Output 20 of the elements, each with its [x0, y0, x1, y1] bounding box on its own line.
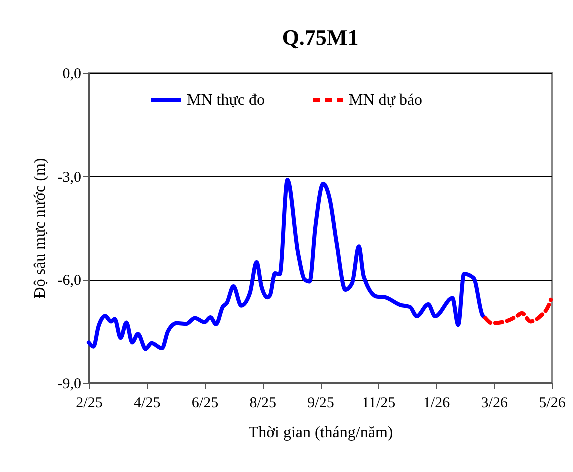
x-tick-label: 3/26 — [481, 396, 508, 412]
x-tick-label: 1/26 — [423, 396, 451, 412]
legend-label: MN thực đo — [187, 92, 265, 109]
y-axis-title: Độ sâu mực nước (m) — [32, 158, 49, 299]
x-tick-label: 4/25 — [134, 396, 161, 412]
x-tick-label: 11/25 — [362, 396, 396, 412]
line-series — [483, 298, 554, 326]
x-tick-label: 8/25 — [250, 396, 276, 412]
x-tick-label: 5/26 — [539, 396, 566, 412]
chart-title: Q.75M1 — [282, 25, 359, 50]
x-tick-label: 2/25 — [76, 396, 103, 412]
y-tick-label: -9,0 — [58, 376, 82, 392]
x-axis-title: Thời gian (tháng/năm) — [248, 424, 394, 442]
y-tick-label: -3,0 — [58, 170, 82, 186]
x-tick-label: 6/25 — [192, 396, 219, 412]
line-series — [87, 178, 488, 352]
y-tick-label: 0,0 — [62, 66, 82, 82]
y-tick-label: -6,0 — [58, 273, 82, 290]
legend-label: MN dự báo — [349, 92, 423, 109]
x-tick-label: 9/25 — [308, 396, 334, 412]
